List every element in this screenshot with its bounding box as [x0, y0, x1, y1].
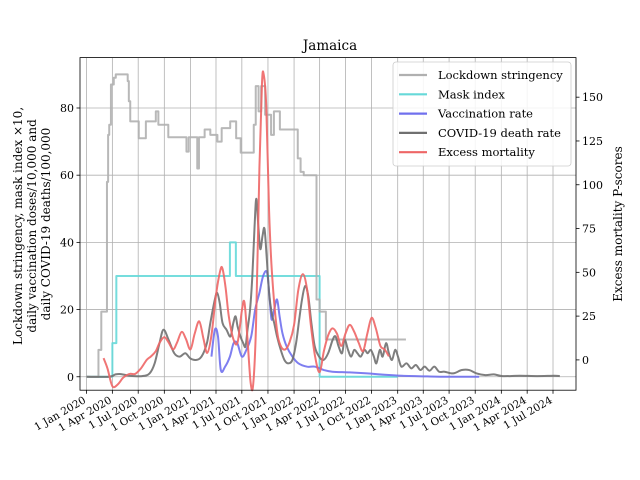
series-layer — [86, 70, 560, 392]
left-y-tick-label: 40 — [60, 236, 74, 249]
plot-frame — [79, 57, 577, 391]
legend-label: Vaccination rate — [437, 107, 533, 121]
legend-box — [392, 61, 572, 167]
left-y-axis-label-line-2: daily vaccination doses/10,000 and — [25, 119, 39, 333]
legend-item-mask-index: Mask index — [399, 87, 505, 101]
lockdown-stringency-line — [86, 73, 406, 378]
right-y-tick-label: 150 — [582, 91, 603, 104]
legend-label: Excess mortality — [438, 145, 535, 159]
left-y-axis-label-line-1: Lockdown stringency, mask index ×10, — [11, 107, 25, 345]
right-y-tick-label: 75 — [582, 223, 596, 236]
legend-label: Lockdown stringency — [438, 68, 563, 82]
right-y-tick-label: 25 — [582, 310, 596, 323]
right-y-tick-label: 100 — [582, 179, 603, 192]
right-y-tick-label: 50 — [582, 266, 596, 279]
left-y-axis-label-line-3: daily COVID-19 deaths/100,000 — [39, 128, 53, 321]
right-y-axis-ticks: 0 25 50 75 100 125 150 — [576, 91, 603, 367]
legend-label: Mask index — [438, 87, 505, 101]
legend-item-vaccination-rate: Vaccination rate — [399, 107, 533, 121]
left-y-tick-label: 20 — [60, 304, 74, 317]
legend-item-excess-mortality: Excess mortality — [399, 145, 535, 159]
legend-item-covid-19-death-rate: COVID-19 death rate — [399, 126, 561, 140]
grid-lines — [80, 57, 576, 391]
right-y-axis-label: Excess mortality P-scores — [611, 146, 625, 301]
excess-mortality-line — [102, 70, 390, 392]
left-y-axis-ticks: 0 20 40 60 80 — [60, 102, 80, 384]
left-y-tick-label: 80 — [60, 102, 74, 115]
right-y-tick-label: 0 — [582, 354, 589, 367]
mask-index-line — [86, 241, 398, 378]
right-y-tick-label: 125 — [582, 135, 603, 148]
left-y-tick-label: 60 — [60, 169, 74, 182]
left-y-tick-label: 0 — [67, 371, 74, 384]
covid-19-death-rate-line — [86, 197, 560, 378]
legend: Lockdown stringency Mask index Vaccination… — [392, 61, 572, 167]
legend-item-lockdown-stringency: Lockdown stringency — [399, 68, 563, 82]
legend-label: COVID-19 death rate — [438, 126, 561, 140]
left-y-axis-label: Lockdown stringency, mask index ×10, dai… — [11, 103, 53, 345]
chart-title: Jamaica — [301, 38, 357, 54]
